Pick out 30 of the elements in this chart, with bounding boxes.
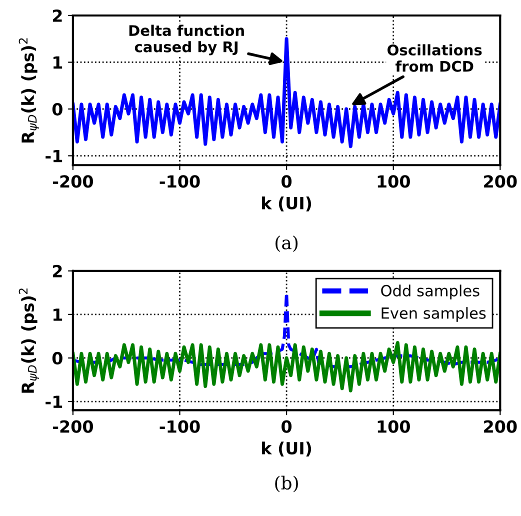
x-tick-label: 100 xyxy=(378,420,410,433)
y-tick-label: 2 xyxy=(52,264,62,278)
line-series xyxy=(72,37,500,148)
y-axis-title: R$_{ψD}$(k) (ps)$^{2}$ xyxy=(18,38,40,143)
legend-label: Even samples xyxy=(382,307,486,322)
annotation: Oscillations from DCD xyxy=(388,44,482,72)
y-tick-label: 1 xyxy=(54,308,62,321)
annotation: Delta function caused by RJ xyxy=(129,24,244,56)
y-tick-label: 2 xyxy=(52,9,62,22)
x-tick-label: -200 xyxy=(52,175,93,188)
x-axis-title: k (UI) xyxy=(262,442,312,456)
line-series xyxy=(72,341,500,392)
legend-label: Odd samples xyxy=(381,284,480,300)
text: (a) xyxy=(276,235,298,252)
y-tick-label: -1 xyxy=(46,396,62,408)
x-tick-label: -100 xyxy=(160,420,200,433)
x-tick-label: 200 xyxy=(484,175,517,188)
x-axis-title: k (UI) xyxy=(262,196,312,212)
y-axis-title: R$_{ψD}$(k) (ps)$^{2}$ xyxy=(18,288,40,393)
y-tick-label: 0 xyxy=(52,352,62,365)
y-tick-label: 0 xyxy=(52,102,62,116)
text: (b) xyxy=(275,476,298,492)
x-tick-label: 200 xyxy=(484,420,517,433)
x-tick-label: -100 xyxy=(160,175,200,188)
y-tick-label: -1 xyxy=(46,150,62,162)
x-tick-label: 0 xyxy=(282,175,292,188)
x-tick-label: -200 xyxy=(52,420,93,433)
x-tick-label: 0 xyxy=(282,420,292,433)
y-tick-label: 1 xyxy=(54,56,62,69)
x-tick-label: 100 xyxy=(378,175,410,188)
